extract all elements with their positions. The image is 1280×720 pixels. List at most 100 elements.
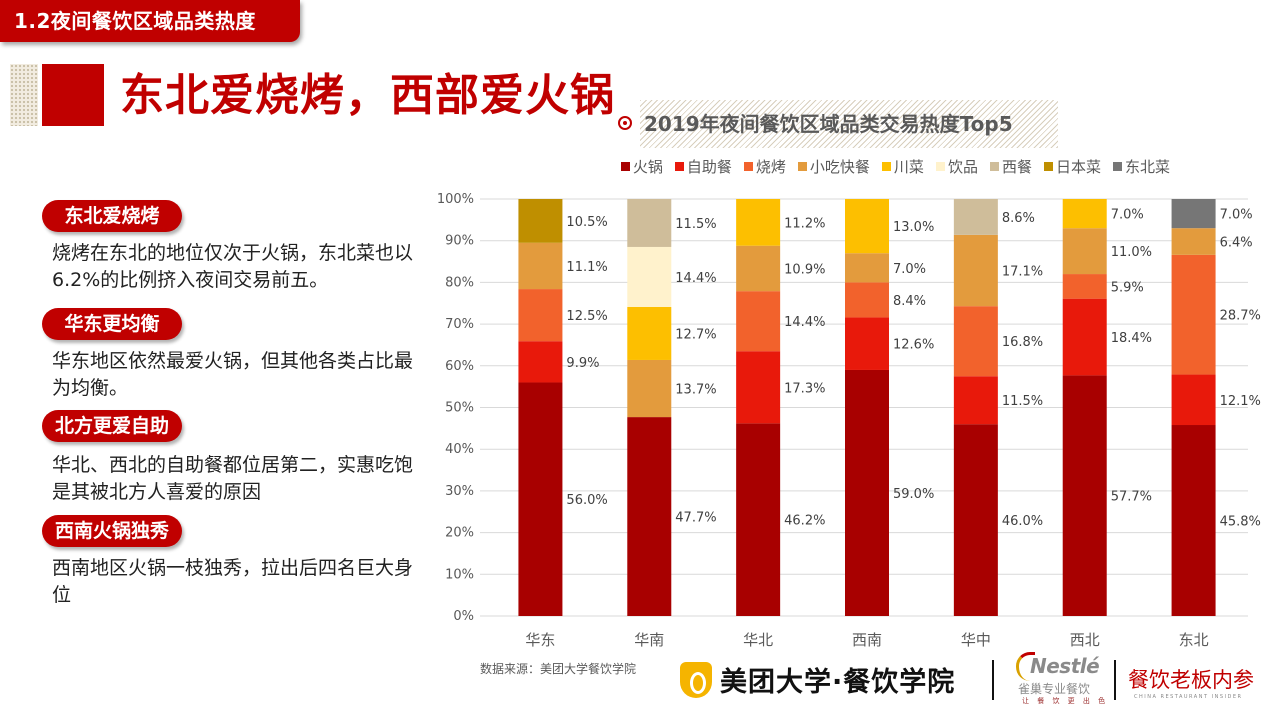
data-label: 5.9% <box>1111 280 1144 295</box>
side-item-title-3: 北方更爱自助 <box>42 410 182 442</box>
data-label: 9.9% <box>566 356 599 371</box>
data-label: 14.4% <box>784 315 825 330</box>
x-tick-label: 华南 <box>634 631 664 649</box>
chart-legend: 火锅 自助餐 烧烤 小吃快餐 川菜 饮品 西餐 日本菜 东北菜 <box>510 154 1170 178</box>
chart-title-background <box>640 100 1058 148</box>
meituan-logo-icon <box>680 661 712 698</box>
bar-segment <box>736 351 781 424</box>
bar-segment <box>1171 374 1216 426</box>
data-label: 45.8% <box>1220 515 1261 530</box>
bar-segment <box>518 341 563 383</box>
data-label: 59.0% <box>893 487 934 502</box>
y-tick-label: 80% <box>445 275 474 290</box>
decorative-pattern-strip <box>10 64 38 126</box>
legend-item: 饮品 <box>935 156 978 177</box>
legend-item: 日本菜 <box>1043 156 1101 177</box>
y-tick-label: 60% <box>445 359 474 374</box>
legend-swatch <box>1112 161 1122 171</box>
bar-segment <box>953 234 998 307</box>
bar-segment <box>736 245 781 292</box>
legend-label: 小吃快餐 <box>809 157 870 176</box>
target-bullet-icon <box>618 116 632 130</box>
nestle-nest-icon <box>1016 652 1035 681</box>
nestle-logo-text: Nestlé <box>1030 654 1100 678</box>
bar-segment <box>845 369 889 616</box>
data-label: 14.4% <box>675 271 716 286</box>
meituan-logo-text: 美团大学·餐饮学院 <box>720 667 956 698</box>
data-label: 6.4% <box>1220 236 1253 251</box>
side-item-text-1: 烧烤在东北的地位仅次于火锅，东北菜也以6.2%的比例挤入夜间交易前五。 <box>52 242 414 291</box>
legend-label: 自助餐 <box>686 157 732 176</box>
legend-swatch <box>881 161 891 171</box>
bar-segment <box>845 199 889 254</box>
data-label: 13.0% <box>893 220 934 235</box>
bar-segment <box>627 307 672 360</box>
logo-divider <box>992 660 994 700</box>
data-label: 46.2% <box>784 514 825 529</box>
bar-segment <box>1171 199 1216 229</box>
bar-segment <box>1171 425 1216 616</box>
legend-label: 川菜 <box>893 157 924 176</box>
bar-segment <box>953 424 998 616</box>
data-label: 57.7% <box>1111 490 1152 505</box>
nestle-logo: Nestlé 雀巢专业餐饮 让 餐 饮 更 出 色 <box>1016 652 1116 712</box>
side-item-text-3: 华北、西北的自助餐都位居第二，实惠吃饱是其被北方人喜爱的原因 <box>52 454 414 503</box>
bar-segment <box>953 376 998 425</box>
data-label: 8.6% <box>1002 211 1035 226</box>
y-tick-label: 90% <box>445 234 474 249</box>
bar-segment <box>627 199 672 247</box>
decorative-red-block <box>42 64 104 126</box>
data-label: 12.6% <box>893 338 934 353</box>
bar-segment <box>627 417 672 616</box>
data-label: 7.0% <box>1220 208 1253 223</box>
bar-segment <box>736 291 781 352</box>
x-tick-label: 华中 <box>961 631 991 649</box>
data-label: 11.1% <box>566 260 607 275</box>
data-label: 10.5% <box>566 215 607 230</box>
legend-swatch <box>935 161 945 171</box>
side-item-title-2: 华东更均衡 <box>42 308 182 340</box>
nestle-logo-subtitle: 雀巢专业餐饮 <box>1018 682 1091 696</box>
data-label: 8.4% <box>893 294 926 309</box>
chart-title: 2019年夜间餐饮区域品类交易热度Top5 <box>644 112 1013 136</box>
data-label: 12.5% <box>566 309 607 324</box>
legend-swatch <box>1043 161 1053 171</box>
legend-swatch <box>743 161 753 171</box>
bar-segment <box>1062 375 1107 616</box>
data-label: 12.7% <box>675 327 716 342</box>
neican-logo-text: 餐饮老板内参 <box>1128 668 1254 692</box>
data-label: 11.2% <box>784 216 825 231</box>
bar-segment <box>845 317 889 370</box>
data-label: 17.1% <box>1002 265 1043 280</box>
x-tick-label: 西南 <box>852 631 882 649</box>
bar-segment <box>845 253 889 283</box>
legend-label: 东北菜 <box>1124 157 1170 176</box>
data-label: 13.7% <box>675 383 716 398</box>
data-label: 11.5% <box>1002 394 1043 409</box>
legend-item: 小吃快餐 <box>797 156 870 177</box>
legend-label: 烧烤 <box>755 157 786 176</box>
legend-swatch <box>797 161 807 171</box>
bar-segment <box>627 246 672 308</box>
x-tick-label: 华东 <box>525 631 555 649</box>
data-label: 28.7% <box>1220 309 1261 324</box>
side-item-title-4: 西南火锅独秀 <box>42 515 182 547</box>
bar-segment <box>953 199 998 235</box>
legend-label: 西餐 <box>1001 157 1032 176</box>
data-label: 47.7% <box>675 511 716 526</box>
legend-item: 西餐 <box>989 156 1032 177</box>
bar-segment <box>1062 298 1107 376</box>
side-item-text-4: 西南地区火锅一枝独秀，拉出后四名巨大身位 <box>52 557 414 606</box>
data-label: 16.8% <box>1002 335 1043 350</box>
legend-item: 烧烤 <box>743 156 786 177</box>
y-tick-label: 20% <box>445 526 474 541</box>
y-tick-label: 0% <box>453 609 474 624</box>
legend-swatch <box>674 161 684 171</box>
bar-segment <box>1062 199 1107 229</box>
legend-item: 东北菜 <box>1112 156 1170 177</box>
legend-item: 自助餐 <box>674 156 732 177</box>
legend-item: 火锅 <box>620 156 663 177</box>
bar-segment <box>518 382 563 616</box>
logo-divider <box>1114 660 1116 700</box>
